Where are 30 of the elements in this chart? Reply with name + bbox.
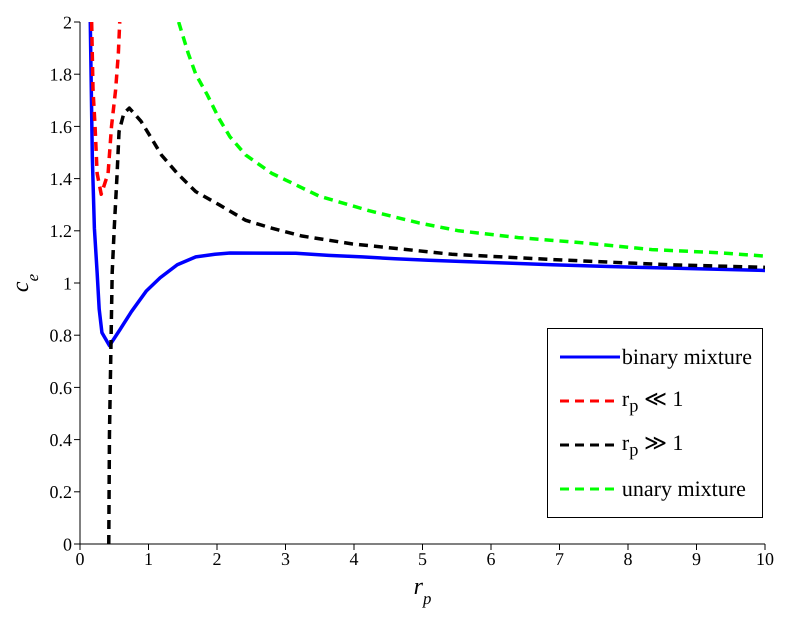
legend-label: r$_{p}$ ≫ 1: [622, 430, 684, 460]
y-tick-label: 1: [63, 273, 72, 294]
x-tick-label: 7: [555, 548, 564, 569]
y-tick-label: 0.4: [50, 430, 72, 450]
line-series: [176, 22, 765, 258]
y-tick-label: 1.2: [50, 221, 72, 242]
line-series: [90, 22, 122, 196]
y-tick-label: 2: [63, 12, 72, 32]
x-tick-label: 4: [350, 548, 358, 569]
legend-label: unary mixture: [622, 476, 746, 502]
y-tick-label: 0.6: [50, 378, 72, 398]
y-tick-label: 1.4: [50, 168, 72, 189]
x-axis-title: r$_{p}$: [414, 574, 432, 608]
x-tick-label: 8: [624, 548, 632, 569]
line-series: [88, 22, 765, 348]
x-tick-label: 9: [692, 548, 701, 569]
x-tick-label: 2: [212, 548, 222, 569]
y-tick-label: 0: [63, 534, 72, 554]
y-tick-label: 0.8: [50, 326, 72, 346]
legend-label: r$_{p}$ ≪ 1: [622, 386, 684, 416]
x-tick-label: 3: [281, 548, 290, 569]
x-tick-label: 10: [756, 548, 774, 569]
legend-label: binary mixture: [622, 344, 752, 370]
x-tick-label: 5: [418, 548, 427, 569]
y-tick-label: 1.8: [50, 64, 72, 85]
x-tick-label: 0: [76, 548, 84, 569]
y-tick-label: 1.6: [50, 116, 72, 137]
x-tick-label: 1: [144, 548, 153, 569]
y-tick-label: 0.2: [50, 482, 72, 502]
x-tick-label: 6: [486, 548, 496, 569]
